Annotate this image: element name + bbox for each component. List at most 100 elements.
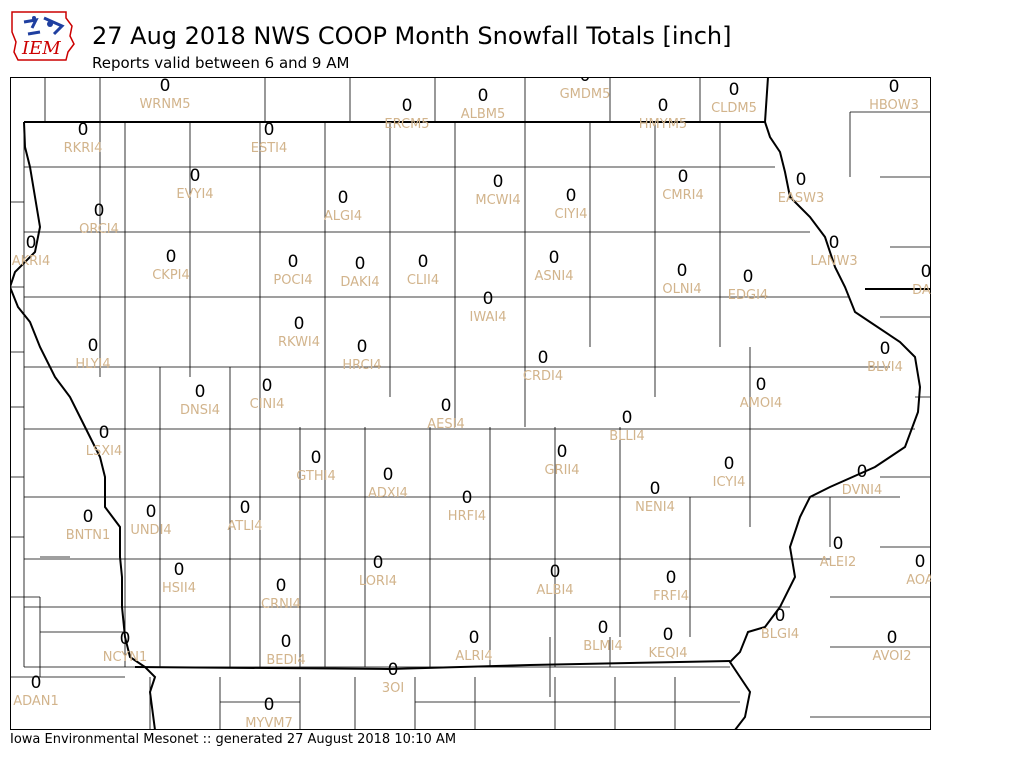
station-value: 0 xyxy=(31,673,42,693)
station-value: 0 xyxy=(262,376,273,396)
station-value: 0 xyxy=(538,348,549,368)
station-id: CLII4 xyxy=(407,273,439,288)
station-value: 0 xyxy=(650,479,661,499)
county-borders xyxy=(10,77,931,730)
station-id: GTHI4 xyxy=(296,469,335,484)
station-id: BLMI4 xyxy=(583,639,622,654)
station-value: 0 xyxy=(355,254,366,274)
station-id: NCYN1 xyxy=(103,650,148,665)
station-id: POCI4 xyxy=(273,273,312,288)
station-id: BNTN1 xyxy=(66,528,111,543)
station-value: 0 xyxy=(622,408,633,428)
station-value: 0 xyxy=(120,629,131,649)
station-value: 0 xyxy=(264,695,275,715)
station-value: 0 xyxy=(478,86,489,106)
station-value: 0 xyxy=(383,465,394,485)
station-value: 0 xyxy=(743,267,754,287)
station-value: 0 xyxy=(174,560,185,580)
station-value: 0 xyxy=(418,252,429,272)
station-id: ADAN1 xyxy=(13,694,59,709)
station-id: DNSI4 xyxy=(180,403,220,418)
station-id: AMOI4 xyxy=(740,396,782,411)
map-subtitle: Reports valid between 6 and 9 AM xyxy=(92,54,350,72)
station-value: 0 xyxy=(598,618,609,638)
station-id: LANW3 xyxy=(810,254,857,269)
station-id: HSII4 xyxy=(162,581,196,596)
station-value: 0 xyxy=(756,375,767,395)
station-id: AKRI4 xyxy=(12,254,51,269)
station-id: HRCI4 xyxy=(342,358,381,373)
station-id: EVYI4 xyxy=(176,187,213,202)
station-id: CLDM5 xyxy=(711,101,757,116)
station-id: KEQI4 xyxy=(648,646,687,661)
station-value: 0 xyxy=(880,339,891,359)
station-value: 0 xyxy=(493,172,504,192)
station-value: 0 xyxy=(796,170,807,190)
station-id: BEDI4 xyxy=(266,653,305,668)
station-id: LSXI4 xyxy=(86,444,123,459)
map-title: 27 Aug 2018 NWS COOP Month Snowfall Tota… xyxy=(92,22,732,50)
station-id: 3OI xyxy=(382,681,404,696)
station-id: EASW3 xyxy=(778,191,824,206)
station-id: MCWI4 xyxy=(475,193,520,208)
station-id: DVNI4 xyxy=(842,483,883,498)
station-id: CRNI4 xyxy=(261,597,301,612)
station-id: CKPI4 xyxy=(152,268,190,283)
station-value: 0 xyxy=(677,261,688,281)
station-id: LORI4 xyxy=(359,574,397,589)
station-value: 0 xyxy=(195,382,206,402)
station-marker: 0GMDM5 xyxy=(560,77,611,102)
station-value: 0 xyxy=(549,248,560,268)
station-value: 0 xyxy=(724,454,735,474)
station-value: 0 xyxy=(483,289,494,309)
station-value: 0 xyxy=(78,120,89,140)
station-value: 0 xyxy=(666,568,677,588)
station-value: 0 xyxy=(94,201,105,221)
station-value: 0 xyxy=(663,625,674,645)
station-marker: 0DAR xyxy=(912,262,931,298)
station-id: CRDI4 xyxy=(523,369,563,384)
station-value: 0 xyxy=(775,606,786,626)
station-value: 0 xyxy=(83,507,94,527)
station-value: 0 xyxy=(566,186,577,206)
station-id: AESI4 xyxy=(427,417,464,432)
station-value: 0 xyxy=(146,502,157,522)
station-id: AOA xyxy=(906,573,931,588)
station-value: 0 xyxy=(678,167,689,187)
station-value: 0 xyxy=(276,576,287,596)
station-value: 0 xyxy=(166,247,177,267)
station-value: 0 xyxy=(99,423,110,443)
